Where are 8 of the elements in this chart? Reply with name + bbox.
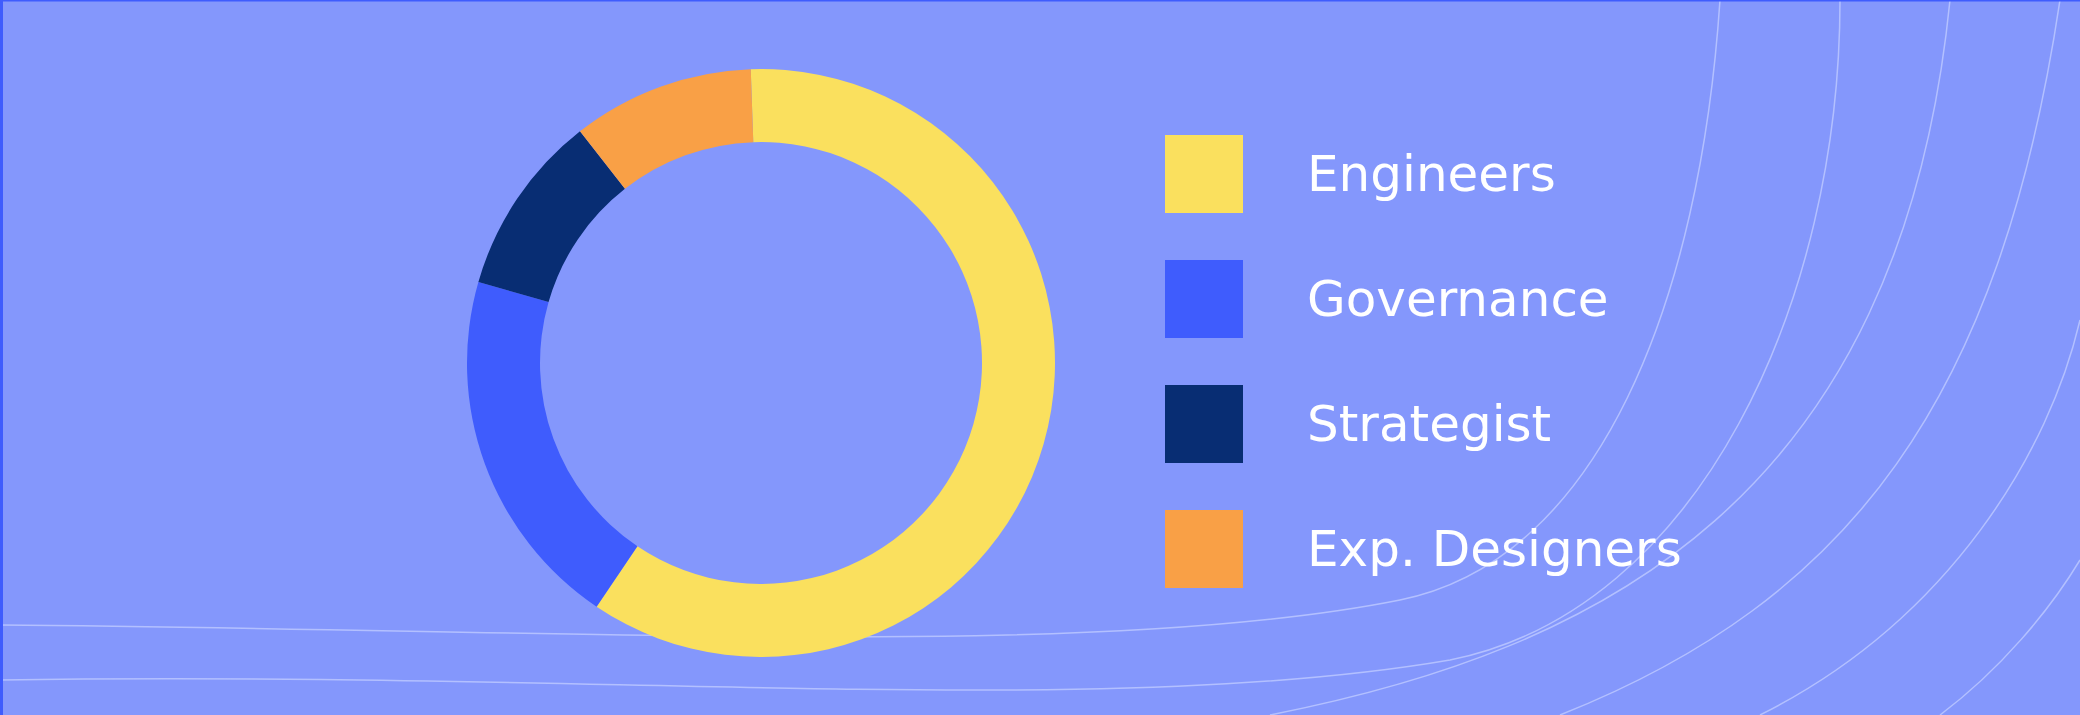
legend-label: Exp. Designers xyxy=(1307,520,1682,578)
donut-slice xyxy=(478,131,625,303)
donut-slice xyxy=(580,69,754,189)
legend-label: Governance xyxy=(1307,270,1609,328)
donut-slice xyxy=(467,281,638,607)
legend-label: Engineers xyxy=(1307,145,1556,203)
donut-slice xyxy=(596,69,1055,657)
legend-label: Strategist xyxy=(1307,395,1552,453)
